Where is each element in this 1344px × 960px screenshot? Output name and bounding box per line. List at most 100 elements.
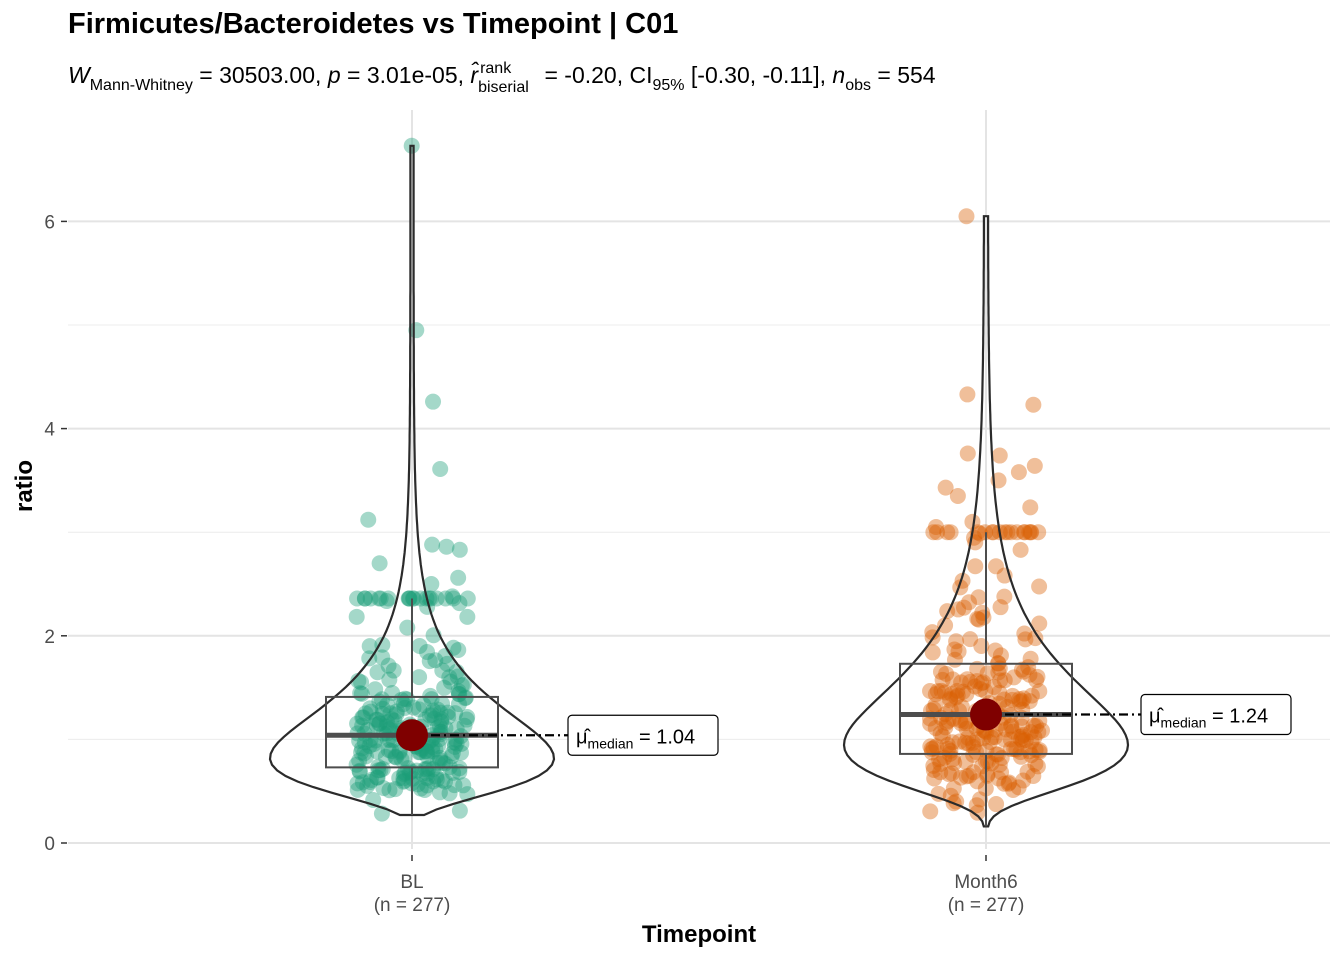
data-point — [354, 774, 371, 791]
data-point — [1004, 687, 1021, 704]
data-point — [381, 782, 398, 799]
data-point — [372, 590, 389, 607]
n-symbol: n — [832, 62, 846, 88]
stat-value: = 30503.00, — [199, 62, 322, 88]
p-value: = 3.01e-05, — [347, 62, 465, 88]
outlier-point — [425, 393, 442, 410]
data-point — [459, 708, 476, 725]
data-point — [430, 737, 447, 754]
data-point — [1030, 524, 1047, 541]
data-point — [444, 745, 461, 762]
data-point — [1031, 743, 1048, 760]
data-point — [429, 719, 446, 736]
data-point — [932, 755, 949, 772]
data-point — [370, 762, 387, 779]
data-point — [367, 681, 384, 698]
data-points — [348, 137, 1050, 822]
data-point — [434, 772, 451, 789]
data-point — [449, 668, 466, 685]
data-point — [922, 803, 939, 820]
r-subscript: biserial — [478, 79, 529, 96]
data-point — [431, 784, 448, 801]
data-point — [455, 676, 472, 693]
data-point — [962, 631, 979, 648]
data-point — [999, 698, 1016, 715]
data-point — [946, 754, 963, 771]
data-point — [411, 701, 428, 718]
data-point — [359, 777, 376, 794]
data-point — [350, 672, 367, 689]
data-point — [992, 647, 1009, 664]
data-point — [459, 608, 476, 625]
data-point — [380, 657, 397, 674]
median-label-box — [1140, 693, 1292, 736]
data-point — [388, 703, 405, 720]
data-point — [932, 725, 949, 742]
data-point — [405, 590, 422, 607]
data-point — [942, 692, 959, 709]
data-point — [937, 719, 954, 736]
data-point — [958, 768, 975, 785]
data-point — [939, 524, 956, 541]
data-point — [1025, 717, 1042, 734]
data-point — [455, 777, 472, 794]
outlier-point — [423, 576, 440, 592]
data-point — [357, 705, 374, 722]
data-point — [1027, 755, 1044, 772]
data-point — [950, 643, 967, 660]
data-point — [396, 749, 413, 766]
data-point — [1000, 775, 1017, 792]
outlier-point — [360, 511, 377, 528]
data-point — [411, 669, 428, 686]
data-point — [985, 678, 1002, 695]
data-point — [354, 740, 371, 757]
data-point — [452, 744, 469, 761]
outlier-point — [1022, 499, 1039, 516]
box-iqr — [325, 695, 499, 769]
data-point — [1016, 625, 1033, 642]
data-point — [992, 672, 1009, 689]
data-point — [1029, 758, 1046, 775]
data-point — [428, 768, 445, 785]
data-point — [427, 652, 444, 669]
r-value: = -0.20, — [544, 62, 624, 88]
data-point — [353, 674, 370, 691]
data-point — [446, 738, 463, 755]
data-point — [348, 756, 365, 773]
data-point — [979, 767, 996, 784]
data-point — [368, 743, 385, 760]
data-point — [1011, 728, 1028, 745]
data-point — [371, 715, 388, 732]
data-point — [381, 671, 398, 688]
data-point — [349, 781, 366, 798]
data-point — [378, 718, 395, 735]
data-point — [1005, 669, 1022, 686]
x-axis-label: Timepoint — [642, 921, 756, 948]
data-point — [411, 637, 428, 654]
data-point — [414, 765, 431, 782]
data-point — [991, 684, 1008, 701]
data-point — [357, 748, 374, 765]
data-point — [1013, 693, 1030, 710]
data-point — [439, 655, 456, 672]
data-point — [996, 672, 1013, 689]
data-point — [421, 707, 438, 724]
data-point — [987, 558, 1004, 575]
data-point — [1034, 722, 1050, 739]
data-point — [447, 705, 464, 722]
data-point — [922, 683, 939, 700]
data-point — [942, 690, 959, 707]
violin-outline — [268, 144, 556, 817]
data-point — [459, 590, 476, 607]
data-point — [988, 796, 1005, 813]
data-point — [1013, 661, 1030, 678]
data-point — [424, 743, 441, 760]
data-point — [931, 751, 948, 768]
data-point — [975, 609, 992, 626]
data-point — [992, 599, 1009, 616]
data-point — [967, 558, 984, 575]
median-label-subscript: median — [1161, 715, 1207, 731]
data-point — [937, 617, 954, 634]
data-point — [991, 756, 1008, 773]
data-point — [423, 691, 440, 708]
